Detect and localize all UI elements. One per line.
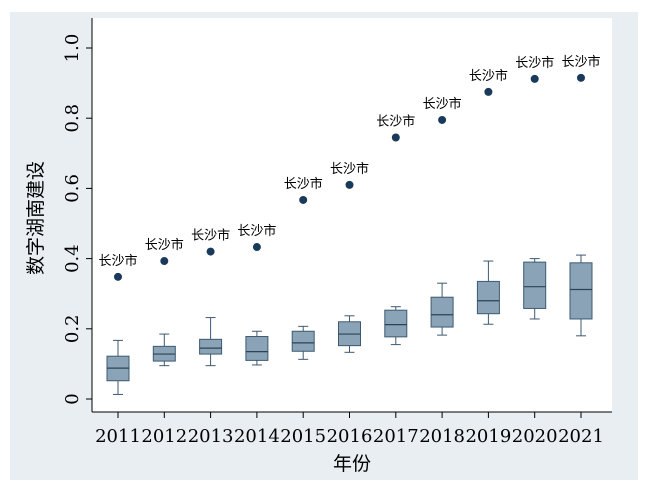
box-2020 [523, 258, 547, 320]
y-axis-ticks: 0 0.2 0.4 0.6 0.8 1.0 [62, 34, 92, 405]
outlier-point [206, 247, 215, 256]
outlier-label: 长沙市 [237, 223, 276, 239]
box-2013 [199, 317, 223, 367]
outlier-point [114, 272, 122, 281]
box-body [569, 262, 593, 320]
box-2014 [245, 330, 269, 366]
outlier-label: 长沙市 [423, 96, 462, 112]
box-2021 [569, 254, 593, 337]
box-2017 [384, 306, 408, 346]
x-tick-label: 2014 [234, 426, 280, 447]
outlier-label: 长沙市 [561, 54, 600, 70]
outlier-point [160, 257, 169, 266]
outlier-point [299, 195, 308, 204]
x-axis-ticks: 2011 2012 2013 2014 2015 2016 2017 2018 2019 2020… [95, 412, 604, 447]
plot-area [92, 18, 612, 412]
x-tick-label: 2013 [188, 426, 234, 447]
box-body [476, 280, 500, 315]
y-tick-label: 1.0 [62, 34, 83, 63]
box-series [106, 254, 593, 395]
outlier-label: 长沙市 [284, 176, 323, 192]
y-axis-title: 数字湖南建设 [25, 161, 47, 275]
box-body [291, 330, 315, 352]
box-body [384, 309, 408, 338]
y-tick-label: 0.2 [62, 314, 83, 343]
box-2015 [291, 325, 315, 360]
outlier-point [577, 73, 585, 82]
x-tick-label: 2021 [558, 426, 604, 447]
x-tick-label: 2011 [95, 426, 141, 447]
box-body [245, 336, 269, 361]
box-2016 [338, 315, 361, 353]
x-tick-label: 2018 [419, 426, 465, 447]
outlier-point [484, 87, 493, 96]
outlier-label: 长沙市 [145, 237, 184, 253]
outlier-point [530, 74, 539, 83]
y-tick-label: 0.8 [62, 104, 83, 133]
outlier-point [391, 133, 400, 142]
outlier-label: 长沙市 [376, 114, 415, 130]
outlier-label: 长沙市 [469, 68, 508, 84]
outlier-point [438, 115, 447, 124]
box-body [523, 261, 547, 309]
x-tick-label: 2012 [141, 426, 187, 447]
outlier-label: 长沙市 [98, 253, 137, 269]
y-tick-label: 0 [62, 393, 83, 404]
x-axis-title: 年份 [333, 453, 371, 475]
y-tick-label: 0.6 [62, 174, 83, 203]
x-tick-label: 2020 [512, 426, 558, 447]
outlier-point [345, 180, 354, 189]
x-tick-label: 2017 [373, 426, 419, 447]
box-body [199, 338, 223, 355]
outlier-label: 长沙市 [191, 228, 230, 244]
x-tick-label: 2015 [280, 426, 326, 447]
x-tick-label: 2019 [465, 426, 511, 447]
outlier-label: 长沙市 [515, 55, 554, 71]
box-2012 [152, 333, 176, 367]
box-body [430, 296, 454, 328]
outlier-label: 长沙市 [330, 161, 369, 177]
y-tick-label: 0.4 [62, 244, 83, 273]
box-2019 [476, 260, 500, 325]
box-2018 [430, 282, 454, 336]
outlier-point [252, 243, 261, 252]
x-tick-label: 2016 [327, 426, 373, 447]
box-2011 [106, 339, 130, 395]
